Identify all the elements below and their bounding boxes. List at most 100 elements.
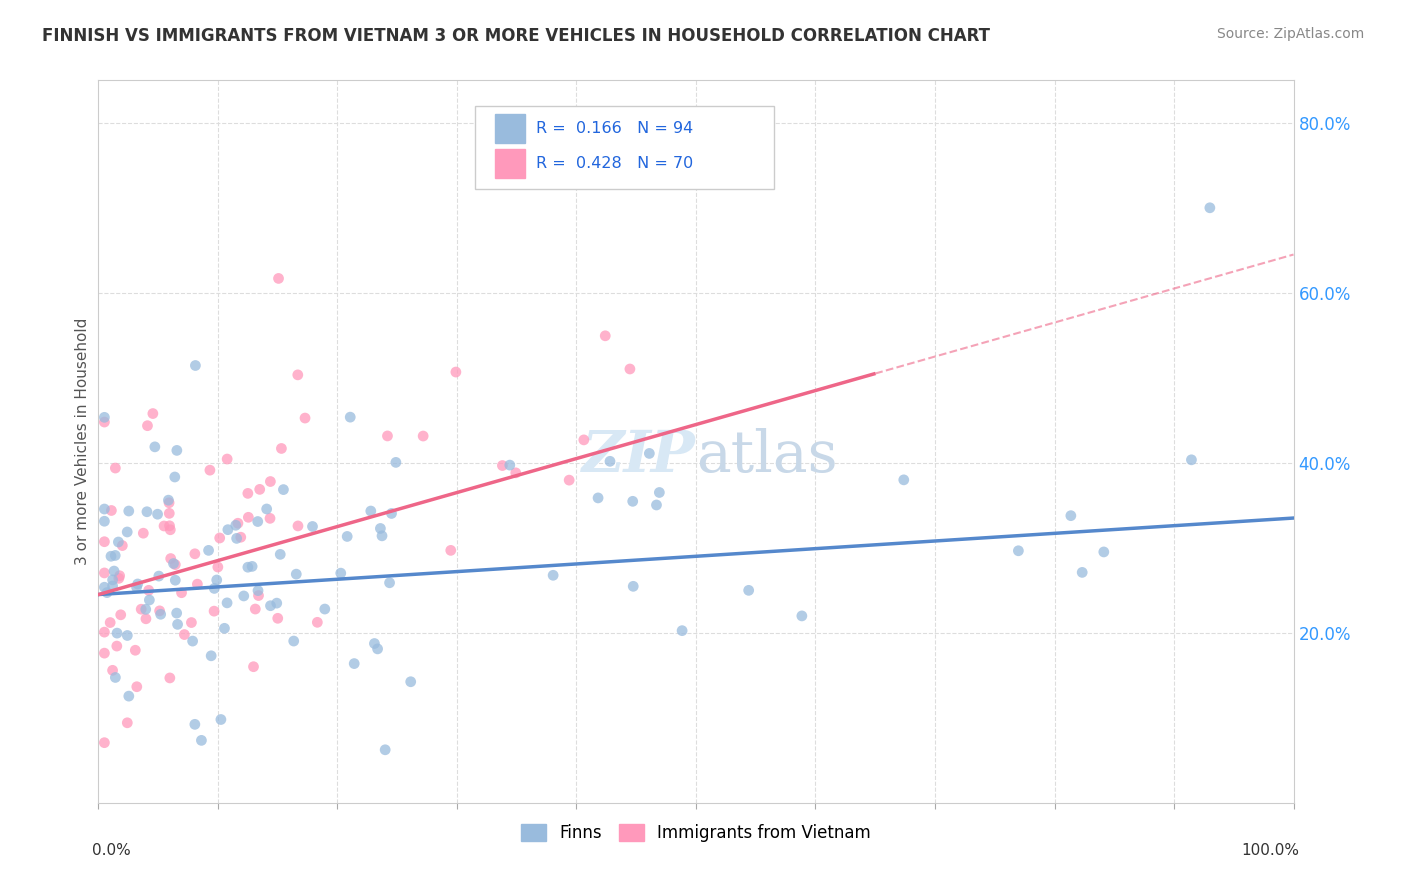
- Point: [104, 549, 127, 563]
- Point: [93, 580, 115, 594]
- Point: [893, 473, 915, 487]
- Point: [246, 515, 269, 529]
- Point: [232, 589, 254, 603]
- Text: ZIP: ZIP: [582, 428, 696, 484]
- Point: [360, 504, 382, 518]
- Point: [163, 470, 186, 484]
- Point: [214, 621, 236, 635]
- Point: [285, 567, 308, 582]
- Point: [259, 475, 281, 489]
- Point: [671, 624, 693, 638]
- Point: [181, 634, 204, 648]
- Point: [118, 689, 141, 703]
- Point: [173, 627, 195, 641]
- Point: [259, 511, 281, 525]
- Point: [93, 415, 115, 429]
- Point: [146, 507, 169, 521]
- Point: [1007, 543, 1029, 558]
- Point: [266, 596, 288, 610]
- Point: [180, 615, 202, 630]
- Point: [283, 634, 305, 648]
- Point: [249, 483, 271, 497]
- Point: [184, 359, 207, 373]
- Point: [118, 504, 141, 518]
- Point: [136, 418, 159, 433]
- Point: [101, 663, 124, 677]
- Point: [117, 628, 139, 642]
- Point: [638, 446, 661, 460]
- Point: [236, 486, 259, 500]
- Point: [197, 543, 219, 558]
- Point: [149, 604, 172, 618]
- Point: [104, 461, 127, 475]
- Text: 100.0%: 100.0%: [1241, 843, 1299, 857]
- Point: [202, 604, 225, 618]
- Point: [273, 483, 295, 497]
- Text: 0.0%: 0.0%: [93, 843, 131, 857]
- Y-axis label: 3 or more Vehicles in Household: 3 or more Vehicles in Household: [75, 318, 90, 566]
- Point: [115, 524, 138, 539]
- Point: [93, 502, 115, 516]
- Point: [412, 429, 434, 443]
- Point: [586, 491, 609, 505]
- Point: [307, 615, 329, 630]
- Point: [100, 549, 122, 564]
- Point: [267, 611, 290, 625]
- Point: [209, 713, 232, 727]
- Point: [287, 368, 309, 382]
- Point: [166, 443, 188, 458]
- Point: [399, 674, 422, 689]
- Point: [558, 473, 581, 487]
- Point: [198, 463, 221, 477]
- Point: [148, 569, 170, 583]
- Point: [153, 519, 176, 533]
- Point: [93, 514, 115, 528]
- Point: [242, 659, 264, 673]
- Point: [226, 516, 249, 531]
- Point: [186, 577, 208, 591]
- Point: [162, 557, 184, 571]
- Point: [93, 534, 115, 549]
- Point: [105, 639, 128, 653]
- Point: [101, 579, 124, 593]
- Point: [270, 442, 292, 456]
- Point: [142, 407, 165, 421]
- Point: [143, 440, 166, 454]
- Point: [200, 648, 222, 663]
- Point: [314, 602, 336, 616]
- Point: [132, 526, 155, 541]
- Point: [440, 543, 463, 558]
- Point: [648, 485, 671, 500]
- Point: [238, 510, 260, 524]
- Point: [229, 530, 252, 544]
- Point: [737, 583, 759, 598]
- Point: [593, 328, 616, 343]
- Bar: [495, 149, 524, 178]
- Point: [541, 568, 564, 582]
- Point: [217, 452, 239, 467]
- Point: [170, 585, 193, 599]
- Point: [385, 455, 408, 469]
- Point: [225, 532, 247, 546]
- Point: [367, 641, 389, 656]
- Point: [125, 680, 148, 694]
- Point: [107, 535, 129, 549]
- Point: [1060, 508, 1083, 523]
- Point: [129, 602, 152, 616]
- Point: [491, 458, 513, 473]
- Point: [294, 411, 316, 425]
- Point: [363, 636, 385, 650]
- Point: [287, 519, 309, 533]
- Point: [93, 410, 115, 425]
- Point: [93, 646, 115, 660]
- Point: [621, 494, 644, 508]
- Point: [149, 607, 172, 622]
- Point: [165, 558, 187, 572]
- Point: [93, 566, 115, 580]
- Point: [138, 593, 160, 607]
- Point: [96, 585, 118, 599]
- Point: [101, 573, 124, 587]
- Point: [645, 498, 668, 512]
- Point: [159, 518, 181, 533]
- Point: [110, 607, 132, 622]
